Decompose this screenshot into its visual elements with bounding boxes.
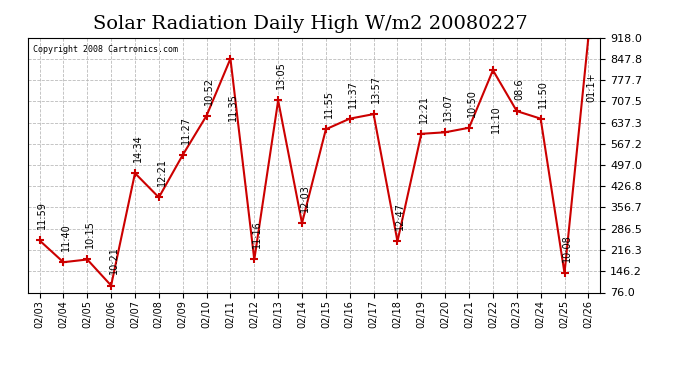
Text: 11:59: 11:59 [37,201,48,229]
Text: 01:1+: 01:1+ [586,72,596,102]
Text: 11:40: 11:40 [61,224,71,251]
Text: 13:05: 13:05 [276,62,286,89]
Text: 12:21: 12:21 [157,158,166,186]
Text: 11:37: 11:37 [348,80,357,108]
Text: 10:21: 10:21 [109,246,119,274]
Text: 12:47: 12:47 [395,202,405,230]
Text: 13:57: 13:57 [371,75,382,103]
Text: 12:21: 12:21 [419,95,429,123]
Text: 11:55: 11:55 [324,90,334,118]
Text: 08:6: 08:6 [515,78,524,100]
Text: 10:08: 10:08 [562,234,572,262]
Text: 10:50: 10:50 [467,89,477,117]
Text: 11:27: 11:27 [181,116,190,144]
Text: 14:34: 14:34 [132,134,143,162]
Text: 11:16: 11:16 [252,220,262,248]
Text: Copyright 2008 Cartronics.com: Copyright 2008 Cartronics.com [33,45,178,54]
Text: 12:03: 12:03 [299,184,310,212]
Text: 11:50: 11:50 [538,80,549,108]
Text: Solar Radiation Daily High W/m2 20080227: Solar Radiation Daily High W/m2 20080227 [93,15,528,33]
Text: 10:52: 10:52 [204,76,215,105]
Text: 10:15: 10:15 [85,220,95,248]
Text: 11:35: 11:35 [228,93,238,121]
Text: 11:10: 11:10 [491,105,501,133]
Text: 13:07: 13:07 [443,93,453,121]
